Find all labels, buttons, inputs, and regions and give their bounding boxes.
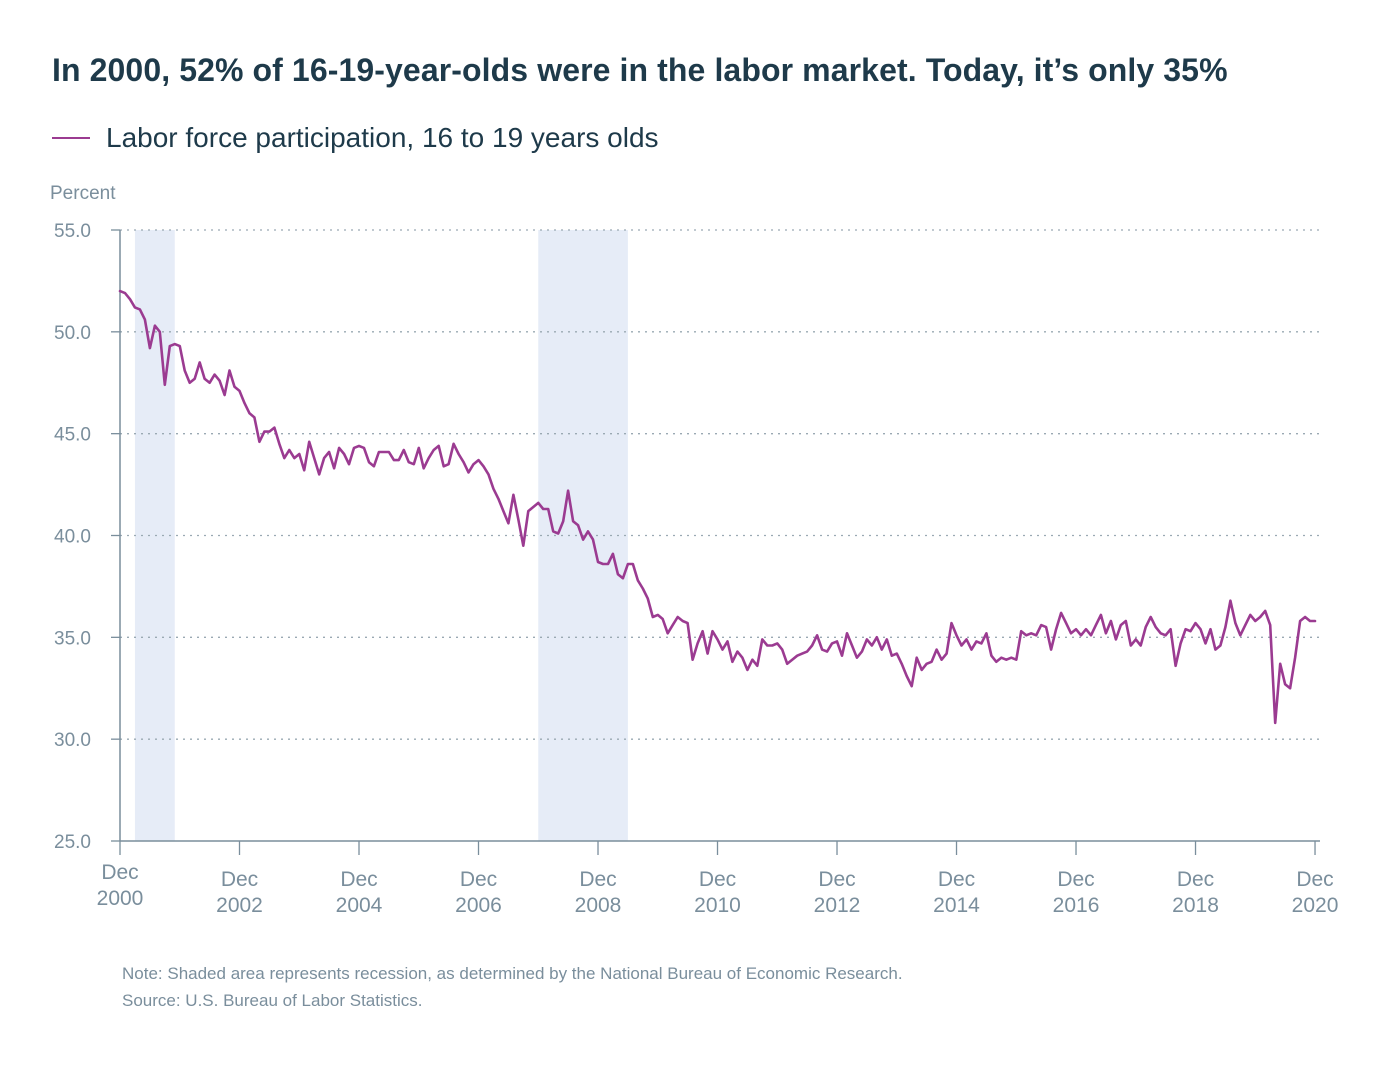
x-tick-label: Dec 2002 [216,868,263,917]
x-tick-label: Dec 2000 [97,861,144,910]
y-tick-label: 50.0 [54,323,91,344]
legend: Labor force participation, 16 to 19 year… [52,120,659,156]
x-tick-label: Dec 2012 [814,868,861,917]
x-tick-label: Dec 2006 [455,868,502,917]
chart-title: In 2000, 52% of 16-19-year-olds were in … [52,52,1228,88]
y-tick-label: 45.0 [54,425,91,446]
source-text: Source: U.S. Bureau of Labor Statistics. [122,991,423,1010]
gridlines [120,229,1320,740]
y-tick-label: 35.0 [54,628,91,649]
recession-band-1 [134,230,175,841]
x-tick-label: Dec 2014 [933,868,980,917]
x-axis-ticks: Dec 2000 Dec 2002 Dec 2004 Dec 2006 Dec 2008 Dec 20… [97,841,1339,917]
x-tick-label: Dec 2004 [336,868,383,917]
series-line-1 [118,289,1317,725]
note-text: Note: Shaded area represents recession, … [122,964,903,983]
y-tick-label: 40.0 [54,527,91,548]
legend-swatch [52,137,90,139]
axes [119,230,1320,842]
x-tick-label: Dec 2020 [1292,868,1339,917]
legend-label: Labor force participation, 16 to 19 year… [106,122,659,153]
x-tick-label: Dec 2010 [694,868,741,917]
series [118,289,1317,725]
y-tick-label: 25.0 [54,832,91,853]
x-tick-label: Dec 2018 [1172,868,1219,917]
x-tick-label: Dec 2008 [575,868,622,917]
x-tick-label: Dec 2016 [1053,868,1100,917]
y-axis-ticks: 55.0 50.0 45.0 40.0 35.0 30.0 25.0 [54,221,120,853]
recession-bands [134,230,628,841]
y-axis-title: Percent [50,183,116,204]
y-tick-label: 30.0 [54,730,91,751]
y-tick-label: 55.0 [54,221,91,242]
